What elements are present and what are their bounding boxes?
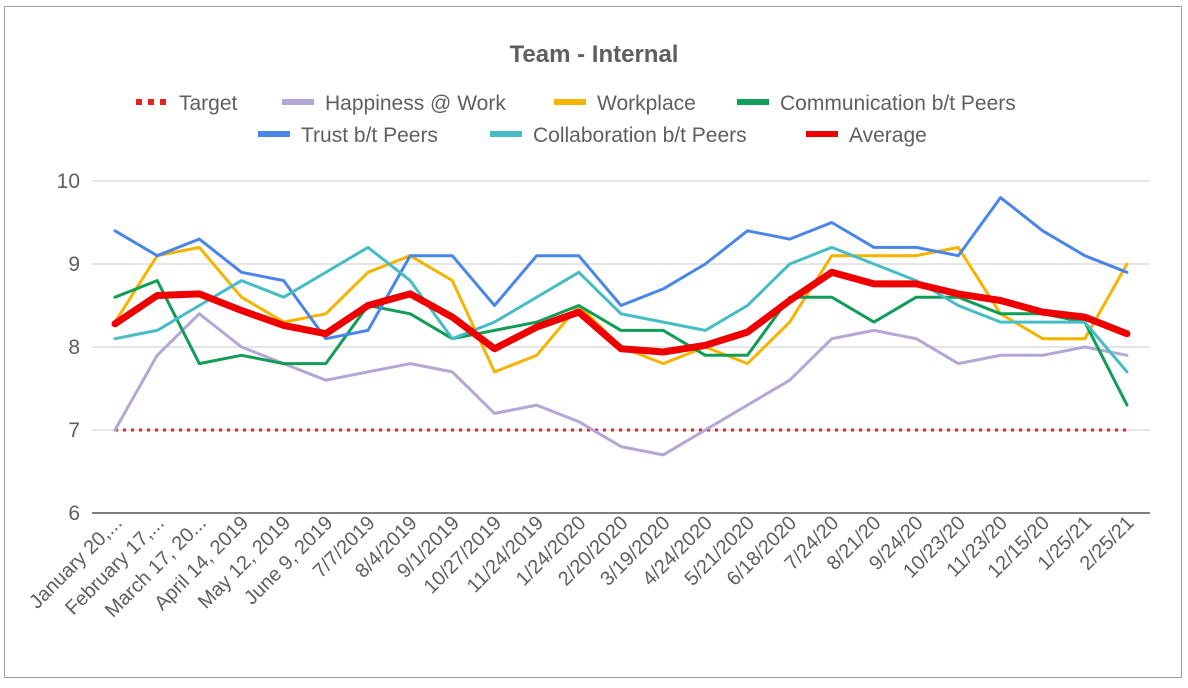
legend-label: Target <box>179 92 238 115</box>
legend-label: Communication b/t Peers <box>780 92 1016 115</box>
series-line-average <box>111 268 1131 356</box>
series-line-collaboration-b-t-peers <box>113 245 1129 374</box>
legend-label: Trust b/t Peers <box>301 124 438 147</box>
legend-label: Happiness @ Work <box>325 92 506 115</box>
chart-title: Team - Internal <box>510 41 679 68</box>
y-tick-label: 6 <box>68 502 80 525</box>
series-line-trust-b-t-peers <box>113 196 1129 341</box>
legend-label: Average <box>849 124 927 147</box>
legend-label: Collaboration b/t Peers <box>533 124 747 147</box>
y-axis-ticks: 6 7 8 9 10 <box>57 170 80 525</box>
series-lines <box>111 196 1131 457</box>
chart-frame <box>4 6 1182 678</box>
legend-label: Workplace <box>597 92 696 115</box>
y-tick-label: 8 <box>68 336 80 359</box>
series-line-workplace <box>113 245 1129 374</box>
y-tick-label: 10 <box>57 170 80 193</box>
x-axis-ticks: January 20,...February 17,...March 17, 2… <box>25 512 1138 622</box>
y-tick-label: 9 <box>68 253 80 276</box>
y-tick-label: 7 <box>68 419 80 442</box>
series-line-happiness-work <box>113 312 1129 457</box>
legend: Target Happiness @ Work Workplace Communica… <box>136 92 1016 147</box>
